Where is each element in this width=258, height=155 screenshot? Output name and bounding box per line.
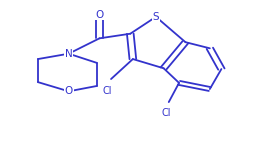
- Text: O: O: [64, 86, 73, 96]
- Text: N: N: [65, 49, 72, 59]
- Text: S: S: [153, 12, 159, 22]
- Text: Cl: Cl: [102, 86, 112, 96]
- Text: O: O: [95, 9, 104, 20]
- Text: Cl: Cl: [162, 108, 171, 118]
